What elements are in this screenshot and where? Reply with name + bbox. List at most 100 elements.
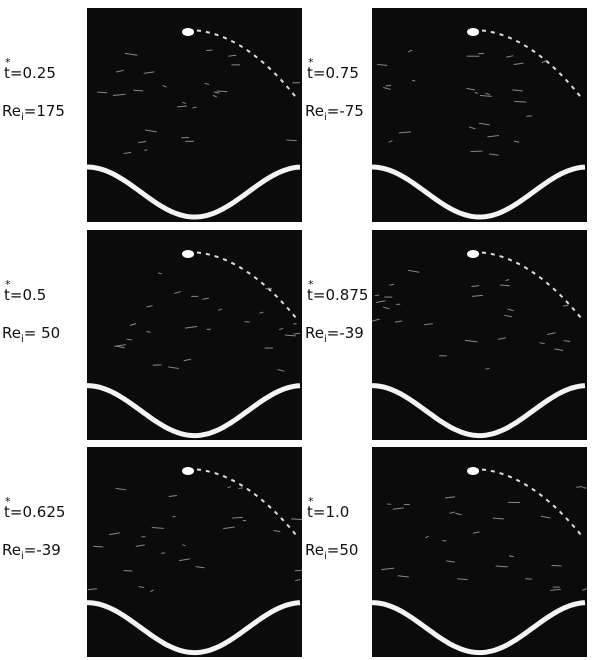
particle-streak <box>514 100 527 103</box>
particle-streak <box>192 106 197 109</box>
particle-streak <box>206 49 213 52</box>
particle-streak <box>504 314 512 318</box>
re-subscript: i <box>20 334 24 345</box>
particle-streak <box>202 297 209 300</box>
particle-streak <box>485 367 490 370</box>
flow-photo <box>371 467 588 656</box>
particle-streak <box>562 304 569 307</box>
particle-streak <box>183 358 192 362</box>
particle-streak <box>506 55 514 58</box>
re-symbol: Re <box>305 324 324 342</box>
particle-streak <box>259 311 264 314</box>
particle-streak <box>392 507 404 510</box>
time-label: t * =0.875 <box>307 279 368 303</box>
particle-streak <box>381 567 395 571</box>
particle-streak <box>563 340 571 343</box>
particle-streak <box>116 69 124 73</box>
particle-streak <box>382 306 390 310</box>
re-value: =175 <box>23 102 65 120</box>
particle-streak <box>492 517 504 520</box>
particle-streak <box>385 84 392 87</box>
wall-curve <box>86 600 301 656</box>
particle-streak <box>135 544 145 547</box>
particle-streak <box>508 555 515 558</box>
particle-streak <box>376 300 386 304</box>
particle-streak <box>168 494 177 497</box>
particle-streak <box>238 487 243 490</box>
particle-streak <box>424 323 433 326</box>
particle-streak <box>455 512 462 516</box>
time-mark: * <box>5 495 11 508</box>
particle-streak <box>129 323 137 326</box>
re-subscript: i <box>20 112 24 123</box>
flow-image <box>86 447 308 657</box>
particle-streak <box>446 560 455 563</box>
re-value: =50 <box>326 541 359 559</box>
flow-image <box>371 230 587 440</box>
particle-streak <box>151 527 164 529</box>
particle-streak <box>228 54 237 57</box>
particle-streak <box>143 71 155 74</box>
time-label: t * =0.5 <box>4 279 47 304</box>
time-value: =0.75 <box>312 64 359 82</box>
particle-streak <box>377 64 388 66</box>
particle-streak <box>223 526 235 530</box>
particle-streak <box>218 308 223 311</box>
particle-streak <box>478 122 490 126</box>
wall-curve <box>86 383 301 439</box>
time-label: t * =0.75 <box>307 56 359 82</box>
particle-streak <box>150 589 154 593</box>
flow-image <box>371 447 588 657</box>
particle-streak <box>112 93 126 97</box>
particle-streak <box>138 141 147 144</box>
re-subscript: i <box>20 551 24 562</box>
re-value: =-75 <box>326 102 364 120</box>
particle-streak <box>177 105 187 108</box>
particle-streak <box>550 588 561 591</box>
particle-streak <box>525 578 532 580</box>
particle-streak <box>374 294 380 297</box>
particle-streak <box>93 545 104 548</box>
particle-streak <box>212 94 218 98</box>
particle-streak <box>468 126 476 130</box>
particle-streak <box>182 544 186 547</box>
re-symbol: Re <box>305 102 324 120</box>
re-symbol: Re <box>2 541 21 559</box>
flow-photo <box>86 28 301 220</box>
time-label: t * =0.25 <box>4 56 56 82</box>
time-symbol: t * <box>307 56 314 82</box>
wall-curve <box>371 164 586 220</box>
particle-streak <box>512 89 523 92</box>
particle-streak <box>407 269 420 273</box>
bright-spot <box>182 467 195 475</box>
particle-streak <box>485 92 490 96</box>
re-subscript: i <box>323 112 327 123</box>
particle-streak <box>294 569 308 572</box>
particle-streak <box>539 342 545 345</box>
particle-streak <box>581 588 588 591</box>
re-label: Rei=-39 <box>2 543 61 562</box>
particle-streak <box>279 327 284 331</box>
time-value: =0.25 <box>9 64 56 82</box>
particle-streak <box>115 487 127 491</box>
re-subscript: i <box>323 334 327 345</box>
particle-streak <box>244 321 250 323</box>
re-subscript: i <box>323 551 327 562</box>
time-value: =0.5 <box>9 286 47 304</box>
particle-streak <box>284 334 296 337</box>
particle-streak <box>457 578 468 581</box>
time-mark: * <box>5 278 11 291</box>
time-mark: * <box>308 278 314 291</box>
particle-streak <box>182 101 187 105</box>
particle-streak <box>389 283 395 286</box>
particle-streak <box>505 279 510 281</box>
time-mark: * <box>308 495 314 508</box>
time-label: t * =0.625 <box>4 496 65 520</box>
particle-streak <box>513 140 520 143</box>
flow-photo <box>371 250 586 439</box>
time-symbol: t * <box>4 56 11 82</box>
particle-streak <box>115 345 125 349</box>
bright-spot <box>467 467 480 475</box>
particle-streak <box>295 579 301 582</box>
